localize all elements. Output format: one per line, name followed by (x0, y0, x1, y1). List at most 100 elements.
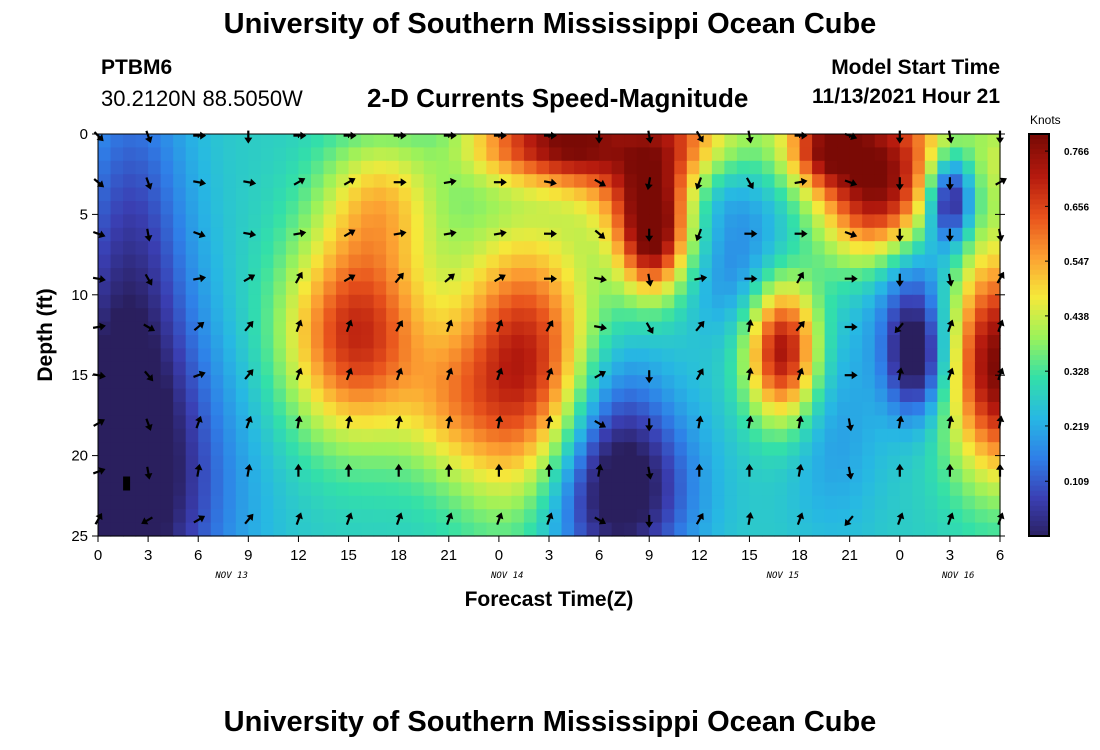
colorbar-segment (1029, 525, 1049, 532)
current-vector (495, 512, 504, 525)
heatmap-cell (611, 134, 625, 148)
heatmap-cell (874, 147, 888, 162)
heatmap-cell (824, 522, 838, 537)
colorbar-frame (1028, 133, 1050, 537)
heatmap-cell (962, 281, 976, 296)
heatmap-cell (887, 241, 901, 256)
heatmap-cell (310, 227, 325, 242)
current-vector (141, 516, 153, 525)
model-start-value: 11/13/2021 Hour 21 (812, 85, 1000, 108)
heatmap-cell (473, 321, 487, 336)
heatmap-cell (523, 214, 538, 229)
heatmap-cell (398, 375, 412, 390)
heatmap-cell (110, 241, 124, 256)
heatmap-cell (574, 455, 588, 470)
heatmap-cell (812, 241, 826, 256)
heatmap-cell (323, 201, 337, 215)
heatmap-cell (523, 134, 538, 148)
heatmap-cell (549, 227, 563, 242)
heatmap-cell (310, 160, 325, 175)
heatmap-cell (649, 482, 663, 497)
heatmap-cell (361, 482, 375, 497)
heatmap-cell (285, 361, 300, 376)
heatmap-cell (411, 134, 425, 148)
heatmap-cell (436, 375, 450, 390)
heatmap-cell (574, 134, 588, 148)
heatmap-cell (436, 469, 450, 483)
heatmap-cell (699, 442, 713, 457)
heatmap-cell (661, 509, 675, 524)
heatmap-cell (436, 160, 450, 175)
current-vector (244, 320, 254, 332)
heatmap-cell (987, 482, 1001, 497)
heatmap-cell (486, 147, 500, 162)
heatmap-cell (837, 455, 851, 470)
x-tick-label: 0 (896, 547, 904, 564)
colorbar-segment (1029, 299, 1049, 306)
heatmap-cell (523, 174, 538, 189)
heatmap-cell (248, 187, 262, 202)
heatmap-cell (223, 201, 237, 215)
current-vector (894, 322, 904, 334)
heatmap-cell (724, 335, 738, 349)
date-label: NOV 15 (766, 571, 800, 581)
heatmap-cell (761, 147, 776, 162)
heatmap-cell (974, 469, 989, 483)
heatmap-cell (310, 442, 325, 457)
heatmap-cell (574, 321, 588, 336)
current-vector (745, 367, 754, 381)
heatmap-cell (624, 321, 638, 336)
heatmap-cell (699, 495, 713, 510)
heatmap-cell (586, 388, 600, 403)
heatmap-cell (373, 160, 387, 175)
heatmap-cell (336, 335, 350, 349)
heatmap-cell (736, 375, 751, 390)
heatmap-cell (949, 308, 964, 323)
heatmap-cell (699, 241, 713, 256)
current-vector (896, 367, 905, 381)
heatmap-cell (386, 361, 400, 376)
current-vector (494, 274, 506, 283)
heatmap-cell (812, 281, 826, 296)
current-vector (193, 230, 206, 239)
heatmap-cell (198, 201, 212, 215)
heatmap-cell (523, 482, 538, 497)
heatmap-cell (448, 241, 462, 256)
colorbar-tick-label: 0.656 (1064, 202, 1089, 213)
heatmap-cell (310, 375, 325, 390)
heatmap-cell (837, 321, 851, 336)
vector-head (997, 271, 1005, 279)
heatmap-cell (373, 187, 387, 202)
current-vector (545, 367, 554, 381)
heatmap-cell (336, 201, 350, 215)
heatmap-cell (461, 268, 475, 282)
heatmap-cell (498, 495, 513, 510)
heatmap-cell (686, 214, 700, 229)
heatmap-cell (624, 201, 638, 215)
heatmap-cell (173, 321, 187, 336)
heatmap-cell (523, 348, 538, 363)
vector-head (348, 229, 356, 237)
heatmap-cell (711, 509, 725, 524)
heatmap-cell (461, 227, 475, 242)
heatmap-cell (686, 134, 700, 148)
heatmap-cell (448, 254, 462, 269)
current-vector (695, 512, 704, 525)
heatmap-cell (223, 442, 237, 457)
heatmap-cell (423, 160, 437, 175)
heatmap-cell (511, 402, 525, 416)
vector-head (450, 229, 457, 238)
heatmap-cell (899, 214, 913, 229)
current-vector (796, 463, 804, 477)
current-vector (844, 230, 858, 239)
heatmap-cell (185, 509, 199, 524)
heatmap-cell (536, 134, 550, 148)
heatmap-cell (862, 134, 876, 148)
heatmap-cell (198, 214, 212, 229)
heatmap-cell (148, 522, 162, 537)
heatmap-cell (148, 495, 162, 510)
vector-head (895, 235, 904, 242)
heatmap-cell (799, 335, 813, 349)
heatmap-cell (611, 241, 625, 256)
heatmap-cell (924, 241, 938, 256)
